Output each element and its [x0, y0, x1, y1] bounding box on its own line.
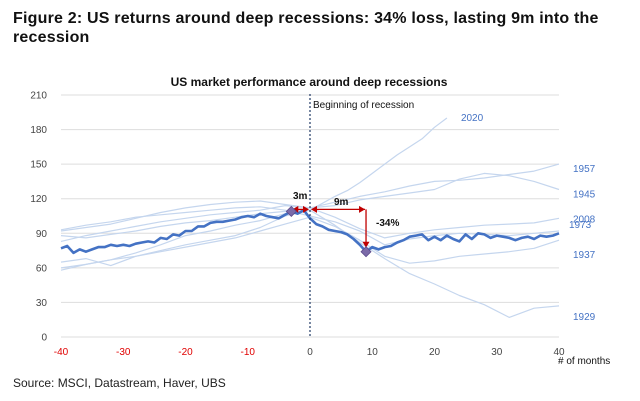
y-axis-ticks: 0 30 60 90 120 150 180 210 [30, 91, 47, 344]
x-tick-label: 20 [429, 347, 441, 358]
annotation-arrows [292, 205, 370, 248]
recession-start-label: Beginning of recession [313, 100, 414, 111]
y-tick-label: 120 [30, 194, 47, 205]
lag-label: 3m [293, 191, 308, 202]
x-tick-label: 40 [553, 347, 565, 358]
series-label-1937: 1937 [573, 250, 596, 261]
arrow-head [362, 241, 370, 248]
x-axis-label: # of months [558, 356, 610, 367]
y-tick-label: 180 [30, 125, 47, 136]
x-tick-label: -10 [241, 347, 256, 358]
series-label-1957: 1957 [573, 164, 596, 175]
arrow-head [303, 205, 309, 213]
x-tick-label: -20 [178, 347, 193, 358]
diamond-marker [285, 205, 297, 217]
arrow-head [292, 205, 299, 213]
y-tick-label: 90 [36, 229, 48, 240]
y-tick-label: 30 [36, 298, 48, 309]
x-tick-label: 10 [367, 347, 379, 358]
series-label-2008: 2008 [573, 214, 596, 225]
x-tick-label: -40 [54, 347, 69, 358]
arrow-head [311, 205, 317, 213]
highlight-markers [285, 205, 372, 258]
arrow-head [359, 205, 366, 213]
y-tick-label: 150 [30, 160, 47, 171]
y-tick-label: 210 [30, 91, 47, 102]
y-tick-label: 0 [41, 333, 47, 344]
x-tick-label: 30 [491, 347, 503, 358]
y-tick-label: 60 [36, 263, 48, 274]
diamond-marker [360, 246, 372, 258]
loss-label: -34% [376, 218, 399, 229]
series-label-1945: 1945 [573, 189, 596, 200]
source-note: Source: MSCI, Datastream, Haver, UBS [13, 376, 226, 390]
figure-title: Figure 2: US returns around deep recessi… [13, 10, 599, 46]
series-label-2020: 2020 [461, 113, 484, 124]
series-label-1973: 1973 [569, 220, 592, 231]
x-tick-label: -30 [116, 347, 131, 358]
series-label-1929: 1929 [573, 312, 596, 323]
chart-title: US market performance around deep recess… [171, 75, 448, 89]
x-axis-ticks: -40 -30 -20 -10 0 10 20 30 40 [54, 347, 565, 358]
duration-label: 9m [334, 197, 349, 208]
line-chart: US market performance around deep recess… [30, 75, 610, 367]
x-tick-label: 0 [307, 347, 313, 358]
grid-lines [61, 94, 559, 338]
